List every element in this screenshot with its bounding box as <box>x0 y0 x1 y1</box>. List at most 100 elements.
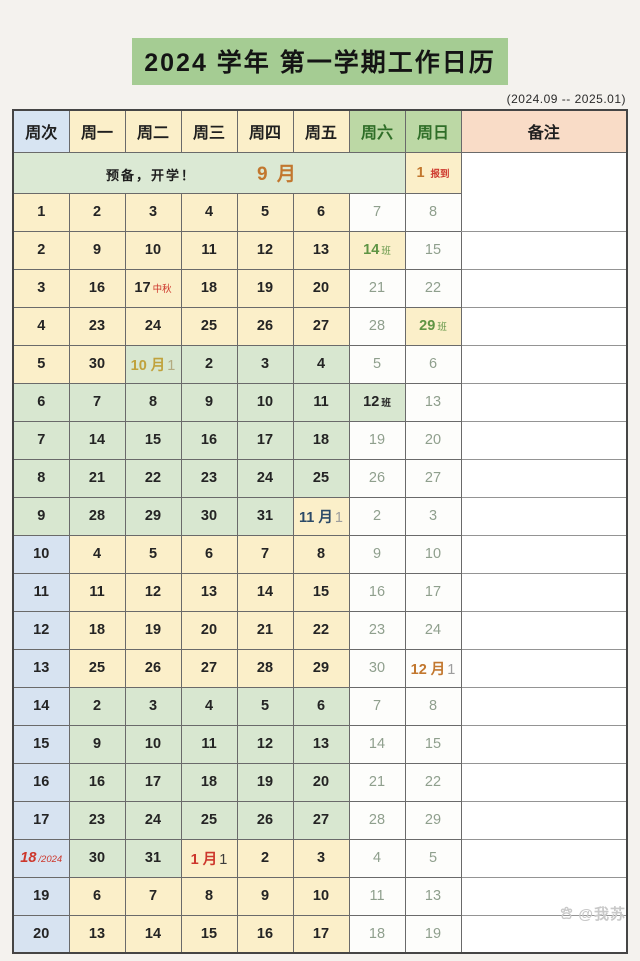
day-text: 班 <box>381 398 391 409</box>
week-number-cell: 16 <box>12 762 70 802</box>
day-cell: 3 <box>236 344 294 384</box>
day-cell: 17 <box>236 420 294 460</box>
day-cell: 5 <box>236 192 294 232</box>
calendar-table: 周次 周一 周二 周三 周四 周五 周六 周日 备注 预备，开学！ 9 月 1 … <box>12 109 628 954</box>
remark-cell <box>460 534 628 574</box>
day-text: 11 <box>201 736 217 752</box>
day-cell: 11 <box>348 876 406 916</box>
day-text: 17 <box>424 584 442 600</box>
day-text: 8 <box>204 888 214 904</box>
day-cell: 12 <box>236 230 294 270</box>
week-number-cell: 10 <box>12 534 70 574</box>
day-text: 13 <box>424 394 442 410</box>
day-cell: 13 <box>292 724 350 764</box>
day-text: 1 <box>219 851 228 868</box>
week-number-cell: 9 <box>12 496 70 536</box>
day-text: 16 <box>200 432 218 448</box>
day-cell: 11 <box>180 724 238 764</box>
day-text: 13 <box>312 736 330 752</box>
day-cell: 30 <box>68 838 126 878</box>
day-cell: 23 <box>68 306 126 346</box>
day-text: 15 <box>424 242 442 258</box>
day-text: 22 <box>424 280 442 296</box>
header-wednesday: 周三 <box>180 109 238 153</box>
day-text: 11 <box>313 394 329 410</box>
day-text: 10 <box>144 242 162 258</box>
page-header: 2024 学年 第一学期工作日历 <box>12 0 628 85</box>
day-cell: 20 <box>292 762 350 802</box>
day-cell: 16 <box>68 762 126 802</box>
day-text: 29 <box>312 660 330 676</box>
day-text: 28 <box>256 660 274 676</box>
day-cell: 26 <box>124 648 182 688</box>
header-saturday: 周六 <box>348 109 406 153</box>
week-number-cell: 14 <box>12 686 70 726</box>
calendar-week-row: 11 11 12 13 14 15 16 17 <box>12 572 628 612</box>
day-text: 5 <box>260 204 270 220</box>
day-cell: 7 <box>348 192 406 232</box>
day-text: 9 <box>372 546 382 562</box>
day-cell: 20 <box>404 420 462 460</box>
day-cell: 28 <box>348 800 406 840</box>
day-text: 15 <box>200 925 218 942</box>
day-text: 24 <box>144 812 162 828</box>
day-text: 8 <box>428 204 438 220</box>
day-text: 2 <box>204 356 214 372</box>
week-number-text: 15 <box>33 736 50 752</box>
day-text: 24 <box>256 470 274 486</box>
remark-cell <box>460 800 628 840</box>
remark-cell <box>460 306 628 346</box>
day-cell: 6 <box>404 344 462 384</box>
day-text: 25 <box>200 318 218 334</box>
day-cell: 8 <box>404 192 462 232</box>
week-number-text: 14 <box>33 698 50 714</box>
day-text: 13 <box>88 925 106 942</box>
week-number-text: 10 <box>33 546 50 562</box>
day-text: 19 <box>256 774 274 790</box>
week-number-cell: 4 <box>12 306 70 346</box>
day-cell: 15 <box>404 724 462 764</box>
semester-start-note: 预备，开学！ <box>106 168 197 183</box>
day-text: 10 <box>424 546 442 562</box>
day-cell: 30 <box>348 648 406 688</box>
week-number-text: 17 <box>33 812 50 828</box>
calendar-week-row: 16 16 17 18 19 20 21 22 <box>12 762 628 802</box>
day-cell: 3 <box>404 496 462 536</box>
day-cell: 4 <box>68 534 126 574</box>
day-cell: 18 <box>348 914 406 954</box>
week-number-text: 1 <box>37 204 46 220</box>
day-cell: 10 <box>404 534 462 574</box>
day-text: 23 <box>88 812 106 828</box>
week-number-text: 9 <box>37 508 46 524</box>
day-cell: 8 <box>124 382 182 422</box>
day-cell: 21 <box>348 268 406 308</box>
day-text: 31 <box>256 508 274 524</box>
day-text: 15 <box>312 584 330 600</box>
day-cell: 21 <box>348 762 406 802</box>
day-cell: 23 <box>348 610 406 650</box>
day-cell: 16 <box>236 914 294 954</box>
day-text: 25 <box>88 660 106 676</box>
day-cell: 24 <box>124 800 182 840</box>
day-cell: 13 <box>292 230 350 270</box>
day-cell: 31 <box>236 496 294 536</box>
remark-cell <box>460 610 628 650</box>
semester-date-range: (2024.09 -- 2025.01) <box>506 92 626 106</box>
day-cell: 15 <box>124 420 182 460</box>
day-cell: 21 <box>236 610 294 650</box>
day-text: 14 <box>88 432 106 448</box>
day-cell: 25 <box>292 458 350 498</box>
week-number-text: 18 <box>20 850 37 866</box>
day-text: 5 <box>260 698 270 714</box>
day-text: 29 <box>144 508 162 524</box>
day-cell: 15 <box>292 572 350 612</box>
day-text: 15 <box>424 736 442 752</box>
calendar-week-row: 1 2 3 4 5 6 7 8 <box>12 192 627 232</box>
calendar-week-row: 10 4 5 6 7 8 9 10 <box>12 534 628 574</box>
day-text: 28 <box>368 318 386 334</box>
calendar-body: 预备，开学！ 9 月 1 报到 1 2 3 4 5 6 7 8 2 9 10 11 12 13 14 班 15 3… <box>12 151 628 954</box>
week-number-cell: 1 <box>12 192 70 232</box>
